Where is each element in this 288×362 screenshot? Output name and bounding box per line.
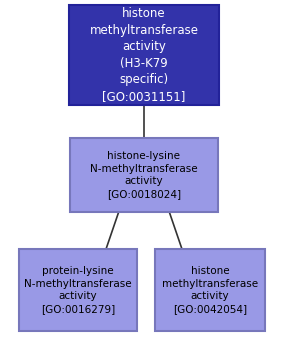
FancyBboxPatch shape [155, 249, 265, 331]
FancyBboxPatch shape [19, 249, 137, 331]
Text: protein-lysine
N-methyltransferase
activity
[GO:0016279]: protein-lysine N-methyltransferase activ… [24, 266, 132, 314]
FancyBboxPatch shape [70, 138, 218, 212]
FancyBboxPatch shape [69, 5, 219, 105]
Text: histone
methyltransferase
activity
(H3-K79
specific)
[GO:0031151]: histone methyltransferase activity (H3-K… [90, 7, 198, 103]
Text: histone
methyltransferase
activity
[GO:0042054]: histone methyltransferase activity [GO:0… [162, 266, 258, 314]
Text: histone-lysine
N-methyltransferase
activity
[GO:0018024]: histone-lysine N-methyltransferase activ… [90, 151, 198, 199]
